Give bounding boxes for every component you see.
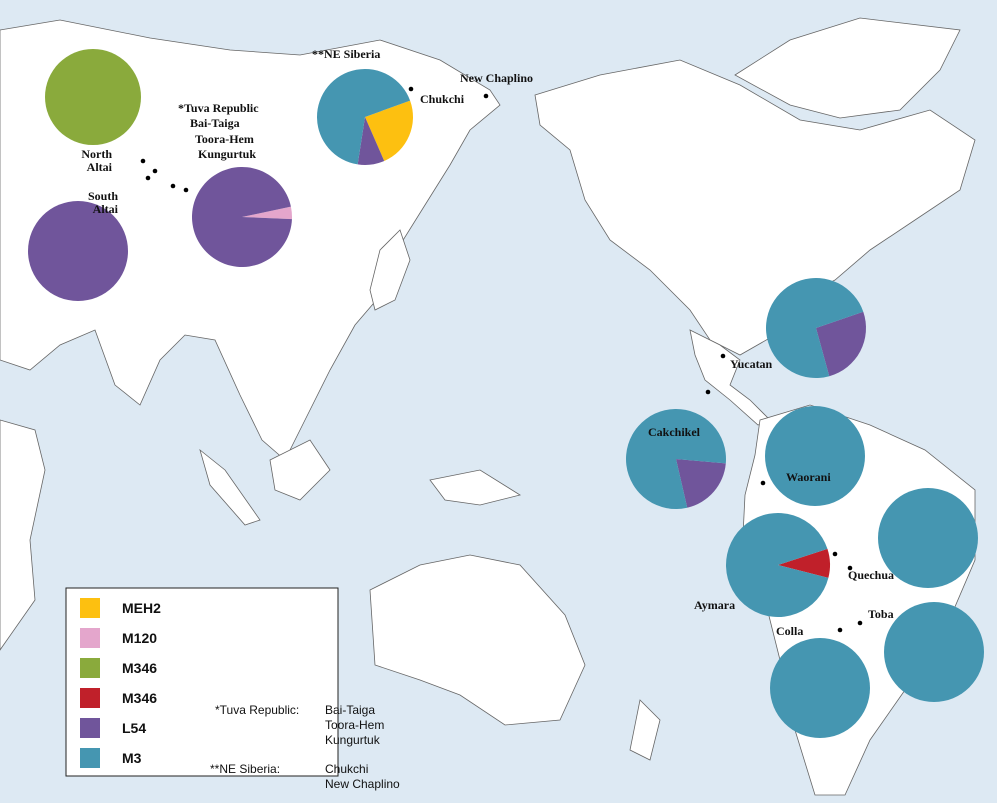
- place-dot: [140, 158, 146, 164]
- footnote-key: *Tuva Republic:: [215, 703, 299, 717]
- place-dot: [837, 627, 843, 633]
- place-label: Altai: [87, 160, 113, 174]
- legend-label: M3: [122, 750, 142, 766]
- pie-slice: [317, 69, 411, 165]
- labels: **NE Siberia Chukchi New Chaplino *Tuva Rep…: [81, 47, 894, 638]
- sumatra: [199, 448, 261, 526]
- legend-swatch: [80, 688, 100, 708]
- legend-box: [65, 587, 339, 777]
- pie-slice: [28, 201, 128, 301]
- place-label: Altai: [93, 202, 119, 216]
- new-zealand: [629, 699, 661, 761]
- pie-slice: [816, 311, 866, 377]
- legend-swatch: [80, 718, 100, 738]
- place-label: *Tuva Republic: [178, 101, 259, 115]
- legend-swatch: [80, 628, 100, 648]
- place-label: Toba: [868, 607, 894, 621]
- pie-slice: [242, 206, 292, 220]
- australia: [369, 554, 586, 726]
- place-dot: [705, 389, 711, 395]
- pie-slice: [357, 117, 385, 165]
- place-label: Toora-Hem: [195, 132, 254, 146]
- place-dot: [408, 86, 414, 92]
- place-dot: [847, 565, 853, 571]
- legend-swatch: [80, 748, 100, 768]
- place-label: Quechua: [848, 568, 894, 582]
- pie-slice: [726, 513, 829, 617]
- footnote-line: Bai-Taiga: [325, 703, 375, 717]
- legend-label: L54: [122, 720, 146, 736]
- north-america: [534, 59, 976, 356]
- pie-slice: [884, 602, 984, 702]
- pie-slice: [765, 406, 865, 506]
- pies: [28, 49, 984, 738]
- pie-slice: [778, 548, 831, 578]
- footnote-key: **NE Siberia:: [210, 762, 280, 776]
- place-dot: [720, 353, 726, 359]
- place-label: South: [88, 189, 118, 203]
- place-dot: [760, 480, 766, 486]
- pie-slice: [626, 409, 726, 509]
- place-label: Waorani: [786, 470, 831, 484]
- footnotes: *Tuva Republic: Bai-TaigaToora-HemKungurt…: [210, 703, 400, 791]
- place-label: North: [81, 147, 112, 161]
- pie-slice: [365, 100, 413, 161]
- pie-slice: [770, 638, 870, 738]
- pie-slice: [878, 488, 978, 588]
- place-dot: [152, 168, 158, 174]
- legend-label: M346: [122, 660, 157, 676]
- new-guinea: [429, 469, 522, 506]
- place-label: Bai-Taiga: [190, 116, 240, 130]
- japan: [369, 229, 411, 311]
- place-dot: [832, 551, 838, 557]
- pie-slice: [676, 459, 726, 508]
- pie-slice: [192, 166, 292, 267]
- place-label: Yucatan: [730, 357, 773, 371]
- pie-slice: [45, 49, 141, 145]
- borneo: [269, 439, 331, 501]
- place-label: Chukchi: [420, 92, 465, 106]
- place-dot: [857, 620, 863, 626]
- place-label: Colla: [776, 624, 803, 638]
- pie-slice: [766, 278, 864, 379]
- place-label: Kungurtuk: [198, 147, 256, 161]
- place-dot: [183, 187, 189, 193]
- footnote-line: Kungurtuk: [325, 733, 381, 747]
- footnote-line: Toora-Hem: [325, 718, 384, 732]
- footnote-line: New Chaplino: [325, 777, 400, 791]
- place-dot: [145, 175, 151, 181]
- africa: [0, 419, 46, 651]
- greenland: [734, 17, 961, 119]
- place-label: Aymara: [694, 598, 735, 612]
- place-dot: [483, 93, 489, 99]
- footnote-line: Chukchi: [325, 762, 368, 776]
- legend-swatch: [80, 598, 100, 618]
- place-label: Cakchikel: [648, 425, 701, 439]
- legend-label: MEH2: [122, 600, 161, 616]
- legend-swatch: [80, 658, 100, 678]
- legend-label: M346: [122, 690, 157, 706]
- legend-label: M120: [122, 630, 157, 646]
- place-label: New Chaplino: [460, 71, 533, 85]
- place-label: **NE Siberia: [312, 47, 380, 61]
- legend: MEH2 M120 M346 M346 L54 M3: [80, 598, 161, 768]
- place-dot: [170, 183, 176, 189]
